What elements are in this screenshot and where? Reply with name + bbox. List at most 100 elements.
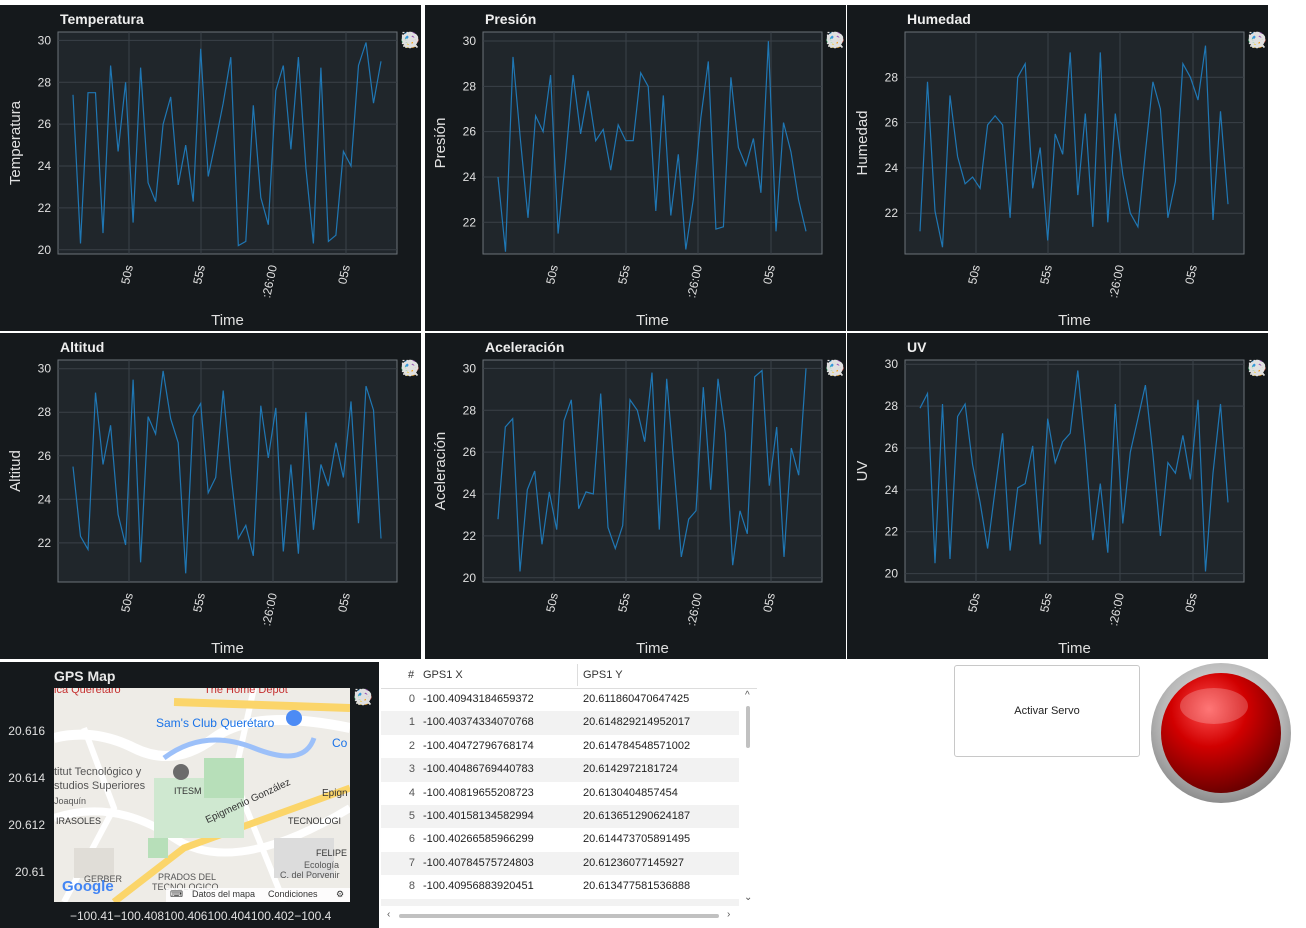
y-tick-label: 28 [38,75,52,89]
plot-canvas[interactable]: 22 24 26 28 50s 55s:26:00 05s Humedad Humedad Tim… [847,5,1268,331]
row-index: 6 [408,833,415,846]
cell-gps1-y: 20.61236077145927 [583,856,684,869]
row-index: 8 [408,880,415,893]
cell-gps1-x: -100.40266585966299 [423,833,534,846]
map-label-tecnologico: TECNOLOGICO [152,882,219,892]
table-row[interactable]: 3 -100.40486769440783 20.6142972181724 [381,758,739,782]
report-icon[interactable]: ⚙ [336,889,345,899]
plot-area [482,31,823,255]
gps-y-tick-label: 20.612 [8,818,45,832]
series-line-uv [919,370,1229,572]
plot-panel-presion: 22 24 26 28 30 50s 55s:26:00 05s Presión Presión T… [425,5,846,331]
x-axis-label: Time [1058,640,1091,657]
x-tick-label: 50s [965,592,983,614]
help-icon[interactable]: ? [1248,31,1266,49]
y-tick-label: 30 [38,33,52,47]
cell-gps1-x: -100.40158134582994 [423,810,534,822]
map-label-porvenir: C. del Porvenir [280,870,340,880]
y-tick-label: 30 [463,361,477,375]
gps-y-tick-label: 20.614 [8,771,45,785]
keyboard-icon[interactable]: ⌨ [170,889,183,899]
table-row[interactable]: 0 -100.40943184659372 20.611860470647425 [381,688,739,711]
x-tick-label: :26:00 [1106,591,1127,627]
table-header: # GPS1 X GPS1 Y [381,662,757,689]
x-tick-label: 55s [190,264,208,286]
x-tick-label: 05s [1182,264,1200,286]
plot-panel-altitud: 22 24 26 28 30 50s 55s:26:00 05s Altitud Altitud T… [0,333,421,659]
map-label-depot: The Home Depot [204,688,288,696]
scroll-up-icon[interactable]: ^ [745,690,750,701]
map-terms-link[interactable]: Condiciones [268,889,318,899]
map-label-tecnolo: TECNOLOGI [288,816,342,826]
table-row[interactable]: 1 -100.40374334070768 20.614829214952017 [381,711,739,735]
y-tick-label: 28 [885,70,899,84]
cell-gps1-y: 20.611860470647425 [583,693,690,705]
map-label-ecologia: Ecología [304,860,340,870]
y-tick-label: 22 [38,536,52,550]
y-axis-label: Humedad [854,110,871,175]
help-icon[interactable]: ? [826,31,844,49]
y-tick-label: 26 [463,125,477,139]
h-scrollbar-thumb[interactable] [399,914,719,918]
scrollbar-thumb[interactable] [746,706,750,748]
table-row[interactable]: 6 -100.40266585966299 20.614473705891495 [381,828,739,851]
map-view[interactable]: ica Querétaro The Home Depot Sam's Club … [54,688,350,902]
x-tick-label: 50s [543,264,561,286]
y-tick-label: 24 [38,492,52,506]
row-index: 3 [408,763,415,776]
scroll-right-icon[interactable]: › [727,909,731,920]
header-gps1-x[interactable]: GPS1 X [423,669,463,681]
activate-servo-button[interactable]: Activar Servo [954,665,1140,757]
table-body[interactable]: 0 -100.40943184659372 20.611860470647425 1-… [381,688,741,906]
table-row[interactable]: 4 -100.40819655208723 20.6130404857454 [381,782,739,805]
help-icon[interactable]: ? [1248,359,1266,377]
series-line-humedad [919,45,1229,248]
x-tick-label: 55s [615,264,633,286]
header-gps1-y[interactable]: GPS1 Y [583,669,623,681]
x-tick-label: 55s [615,592,633,614]
plot-canvas[interactable]: 20 22 24 26 28 30 50s 55s:26:00 05s Aceleración Ac… [425,333,846,659]
vertical-scrollbar[interactable]: ^ ⌄ [741,688,757,906]
scroll-down-icon[interactable]: ⌄ [744,892,753,903]
cell-gps1-x: -100.40943184659372 [423,693,534,705]
y-tick-label: 28 [38,405,52,419]
y-tick-label: 28 [885,399,899,413]
table-row[interactable]: 8 -100.40956883920451 20.613477581536888 [381,875,739,898]
row-index: 0 [408,693,415,705]
table-row[interactable]: 5 -100.40158134582994 20.613651290624187 [381,805,739,829]
plot-canvas[interactable]: 20 22 24 26 28 30 50s 55s:26:00 05s UV UV Time [847,333,1268,659]
scroll-left-icon[interactable]: ‹ [387,909,391,920]
plot-area [482,359,823,583]
table-row[interactable]: 2 -100.40472796768174 20.614784548571002 [381,735,739,758]
header-index[interactable]: # [408,669,415,681]
series-line-presion [497,41,807,252]
row-index: 7 [408,856,415,869]
plot-canvas[interactable]: 22 24 26 28 30 50s 55s:26:00 05s Altitud Altitud T… [0,333,421,659]
map-label-tec2: studios Superiores [54,780,146,792]
plot-canvas[interactable]: 20 22 24 26 28 30 50s 55s:26:00 05s Temperatura Te… [0,5,421,331]
table-row[interactable]: 7 -100.40784575724803 20.61236077145927 [381,851,739,876]
help-icon[interactable]: ? [826,359,844,377]
map-label-prados: PRADOS DEL [158,872,217,882]
horizontal-scrollbar[interactable]: ‹ › [381,909,741,922]
svg-text:?: ? [407,36,413,47]
plot-title: Temperatura [60,11,144,27]
x-tick-label: :26:00 [259,591,280,627]
x-tick-label: 05s [760,264,778,286]
map-label-irasoles: IRASOLES [56,816,102,826]
help-icon[interactable]: ? [401,359,419,377]
svg-text:?: ? [407,364,413,375]
x-axis-label: Time [211,640,244,657]
y-axis-label: UV [854,461,871,482]
table-row-partial [381,898,739,906]
help-icon[interactable]: ? [354,688,372,706]
x-axis-label: Time [636,640,669,657]
red-indicator-button[interactable] [1150,662,1292,804]
map-data-link[interactable]: Datos del mapa [192,889,256,899]
x-tick-label: 05s [760,592,778,614]
plot-canvas[interactable]: 22 24 26 28 30 50s 55s:26:00 05s Presión Presión T… [425,5,846,331]
row-index: 5 [408,810,415,822]
y-tick-label: 28 [463,79,477,93]
help-icon[interactable]: ? [401,31,419,49]
x-tick-label: 50s [118,264,136,286]
